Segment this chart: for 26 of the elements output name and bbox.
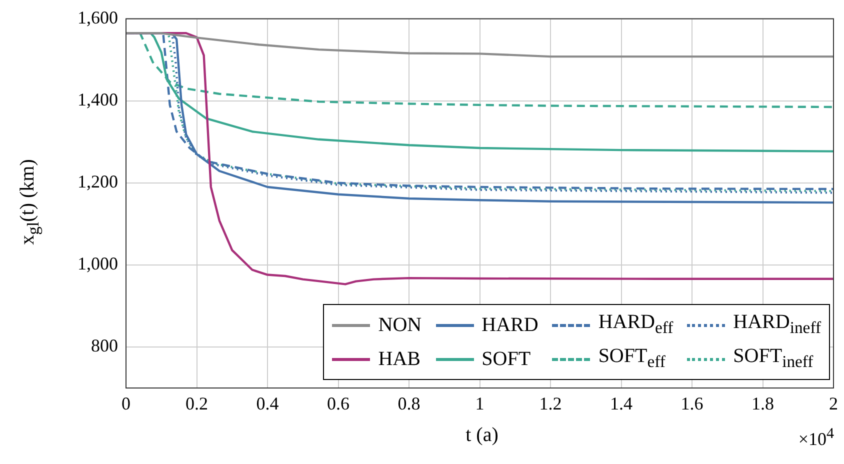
legend-label: SOFT bbox=[482, 347, 531, 372]
legend-label: HARD$_{eff}$ bbox=[598, 310, 674, 339]
text: ×10$^{4}$ bbox=[798, 426, 834, 450]
y-tick-label: 1,600 bbox=[78, 8, 118, 28]
x-tick-label: 1.4 bbox=[610, 394, 632, 414]
x-tick-label: 1.2 bbox=[539, 394, 562, 414]
x-tick-label: 0.4 bbox=[256, 394, 279, 414]
x-tick-label: 0.8 bbox=[398, 394, 420, 414]
x-tick-label: 0 bbox=[122, 394, 130, 414]
x-tick-label: 1.8 bbox=[752, 394, 774, 414]
y-tick-label: 1,200 bbox=[78, 172, 118, 192]
x-tick-label: 2 bbox=[829, 394, 838, 414]
x-tick-label: 0.6 bbox=[327, 394, 350, 414]
x-tick-label: 1 bbox=[475, 394, 484, 414]
y-tick-label: 800 bbox=[91, 336, 118, 356]
y-tick-label: 1,400 bbox=[78, 90, 118, 110]
x-axis-title: t (a) bbox=[466, 424, 498, 447]
legend-label: NON bbox=[378, 313, 422, 338]
x-tick-label: 1.6 bbox=[680, 394, 704, 414]
legend-label: HAB bbox=[378, 347, 421, 372]
y-tick-label: 1,000 bbox=[78, 254, 118, 274]
legend-label: HARD bbox=[482, 313, 538, 338]
legend-label: HARD$_{ineff}$ bbox=[733, 310, 821, 339]
legend-label: SOFT$_{eff}$ bbox=[598, 344, 666, 373]
legend-label: SOFT$_{ineff}$ bbox=[733, 344, 814, 373]
x-tick-label: 0.2 bbox=[186, 394, 208, 414]
